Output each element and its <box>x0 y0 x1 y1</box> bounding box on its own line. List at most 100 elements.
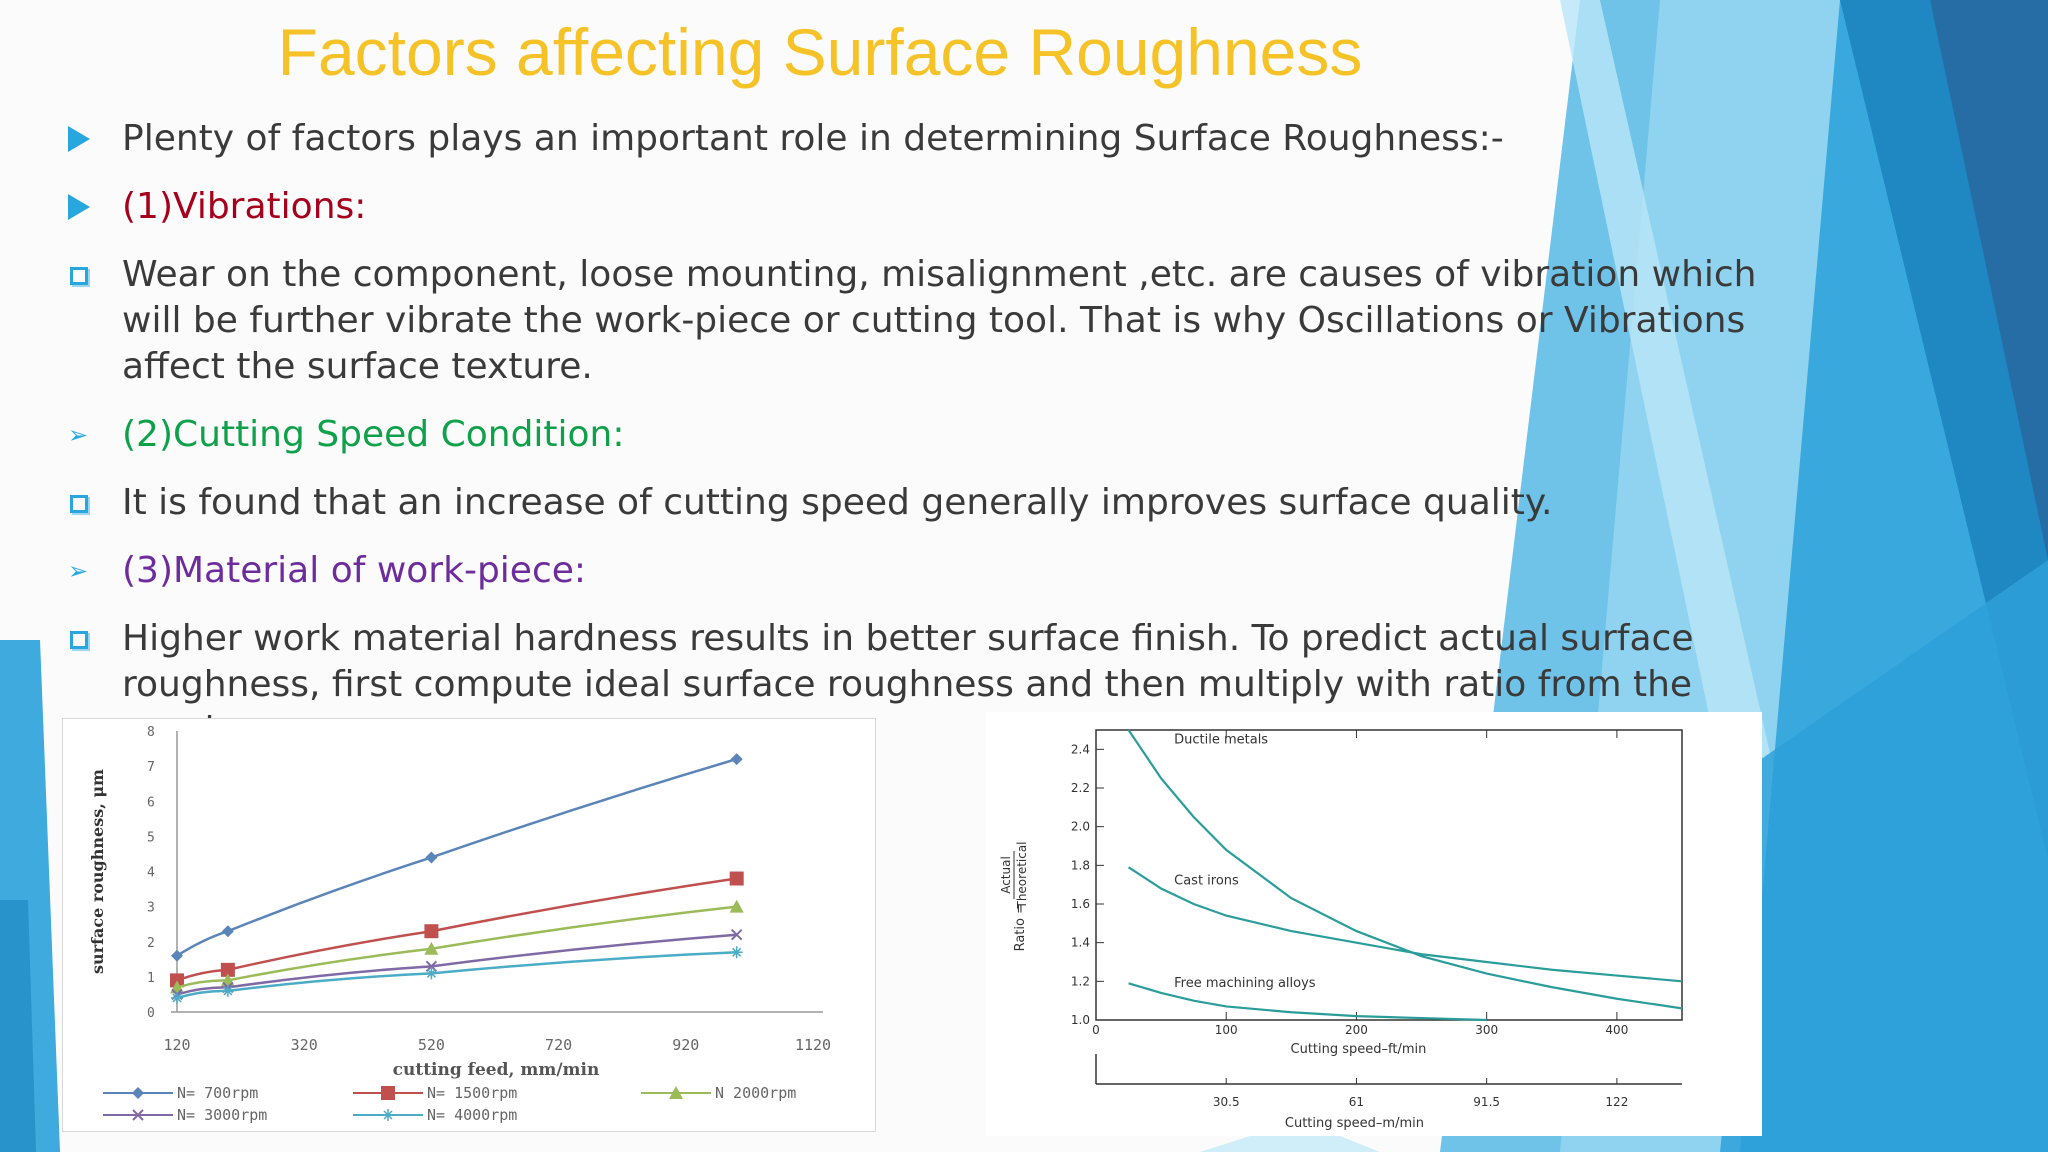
y-tick-label: 5 <box>147 830 155 845</box>
square-bullet-icon <box>64 480 94 526</box>
y-tick-label: 3 <box>147 901 155 916</box>
bullet-text: It is found that an increase of cutting … <box>122 482 1553 523</box>
y-tick-label: 8 <box>147 725 155 740</box>
diamond-point <box>171 949 183 962</box>
y-tick-label: 2 <box>147 936 155 951</box>
bullet-vibrations-heading: (1)Vibrations: <box>64 184 1784 230</box>
square-bullet-icon <box>64 252 94 298</box>
square-point <box>424 924 439 939</box>
square-bullet-icon <box>64 616 94 662</box>
ratio-vs-cutting-speed-chart: 1.0 1.2 1.4 1.6 1.8 2.0 2.2 2.4 0 100 200 300 400 Cut… <box>986 712 1762 1136</box>
square-point <box>381 1086 395 1100</box>
y-axis-title: surface roughness, μm <box>88 769 107 974</box>
x-tick-label: 200 <box>1345 1023 1368 1037</box>
bullet-text: (2)Cutting Speed Condition: <box>122 414 625 455</box>
y-tick-label: 2.0 <box>1071 820 1090 834</box>
bullet-vibrations-detail: Wear on the component, loose mounting, m… <box>64 252 1784 390</box>
square-point <box>220 962 235 977</box>
x-point <box>730 929 743 941</box>
surface-roughness-vs-feed-chart: 0 1 2 3 4 5 6 7 8 120 320 520 720 920 1120 cutting feed… <box>62 718 876 1132</box>
bullet-text: (1)Vibrations: <box>122 186 367 227</box>
series-line <box>1128 982 1487 1022</box>
star-point <box>171 991 183 1004</box>
legend-label: N= 3000rpm <box>177 1106 267 1124</box>
star-point <box>730 946 743 959</box>
x-tick-label: 320 <box>291 1036 318 1054</box>
x-tick-label: 0 <box>1092 1023 1100 1037</box>
series-line <box>176 905 737 989</box>
x-axis-title: Cutting speed–ft/min <box>1291 1042 1427 1057</box>
x-tick-label: 520 <box>418 1036 445 1054</box>
x-axis-title: cutting feed, mm/min <box>393 1060 600 1080</box>
arrow-bullet-icon: ➢ <box>68 557 89 585</box>
bullet-text: Plenty of factors plays an important rol… <box>122 118 1504 159</box>
diamond-point <box>730 753 743 766</box>
y-tick-label: 2.2 <box>1071 781 1090 795</box>
y-tick-label: 1.4 <box>1071 936 1090 950</box>
square-point <box>729 871 744 886</box>
x-tick-label: 400 <box>1605 1023 1628 1037</box>
series-line <box>1127 866 1683 983</box>
triangle-point <box>669 1086 683 1099</box>
series-line <box>1127 729 1683 1010</box>
series-label: Ductile metals <box>1174 733 1268 748</box>
y-tick-label: 4 <box>147 866 155 881</box>
x-tick-label: 120 <box>163 1036 190 1054</box>
series-line <box>176 757 738 957</box>
x2-axis-title: Cutting speed–m/min <box>1285 1116 1424 1131</box>
bullet-list: Plenty of factors plays an important rol… <box>64 116 1784 776</box>
diamond-point <box>221 925 234 938</box>
triangle-point <box>729 899 744 913</box>
x-point <box>132 1109 144 1121</box>
bullet-text: (3)Material of work-piece: <box>122 550 587 591</box>
bullet-material-heading: ➢ (3)Material of work-piece: <box>64 548 1784 594</box>
slide-title: Factors affecting Surface Roughness <box>277 15 1363 89</box>
y-tick-label: 2.4 <box>1071 742 1090 756</box>
y-tick-label: 1.0 <box>1071 1013 1090 1027</box>
legend-label: N= 4000rpm <box>427 1106 517 1124</box>
y-axis-title: Ratio =Actual Theoretical <box>999 841 1029 951</box>
y-tick-label: 6 <box>147 795 155 810</box>
star-point <box>382 1109 394 1121</box>
series-label: Free machining alloys <box>1174 976 1316 991</box>
y-tick-label: 1.2 <box>1071 974 1090 988</box>
series-line <box>176 877 737 982</box>
x-tick-label: 300 <box>1475 1023 1498 1037</box>
x2-tick-label: 122 <box>1605 1095 1628 1109</box>
y-axis-title-prefix: Ratio = <box>1013 903 1028 951</box>
y-tick-label: 0 <box>147 1006 155 1021</box>
triangle-bullet-icon <box>64 116 94 162</box>
diamond-point <box>425 851 438 864</box>
x2-tick-label: 91.5 <box>1473 1095 1500 1109</box>
arrow-bullet-icon: ➢ <box>68 421 89 449</box>
series-label: Cast irons <box>1174 874 1239 889</box>
y-axis-title-numerator: Actual <box>999 856 1013 894</box>
y-tick-label: 1.6 <box>1071 897 1090 911</box>
series-line <box>176 933 737 996</box>
chart-ratio-svg: 1.0 1.2 1.4 1.6 1.8 2.0 2.2 2.4 0 100 200 300 400 Cut… <box>999 729 1683 1131</box>
chart-roughness-svg: 0 1 2 3 4 5 6 7 8 120 320 520 720 920 1120 cutting feed… <box>88 725 831 1124</box>
triangle-point <box>424 941 439 955</box>
y-tick-label: 7 <box>147 760 155 775</box>
triangle-bullet-icon <box>64 184 94 230</box>
y-axis-title-denominator: Theoretical <box>1015 841 1029 909</box>
x-tick-label: 100 <box>1215 1023 1238 1037</box>
x-tick-label: 720 <box>545 1036 572 1054</box>
star-point <box>221 984 234 997</box>
x-tick-label: 1120 <box>795 1036 831 1054</box>
legend-label: N= 700rpm <box>177 1084 258 1102</box>
square-point <box>170 973 184 988</box>
plot-frame <box>1095 729 1683 1021</box>
y-tick-label: 1 <box>147 971 155 986</box>
bullet-intro: Plenty of factors plays an important rol… <box>64 116 1784 162</box>
x2-tick-label: 30.5 <box>1213 1095 1240 1109</box>
x2-tick-label: 61 <box>1349 1095 1364 1109</box>
diamond-point <box>132 1087 144 1099</box>
bullet-cutting-speed-detail: It is found that an increase of cutting … <box>64 480 1784 526</box>
legend-label: N= 1500rpm <box>427 1084 517 1102</box>
x-tick-label: 920 <box>672 1036 699 1054</box>
bullet-cutting-speed-heading: ➢ (2)Cutting Speed Condition: <box>64 412 1784 458</box>
legend-label: N 2000rpm <box>715 1084 796 1102</box>
bullet-text: Wear on the component, loose mounting, m… <box>122 254 1757 387</box>
star-point <box>425 967 438 980</box>
